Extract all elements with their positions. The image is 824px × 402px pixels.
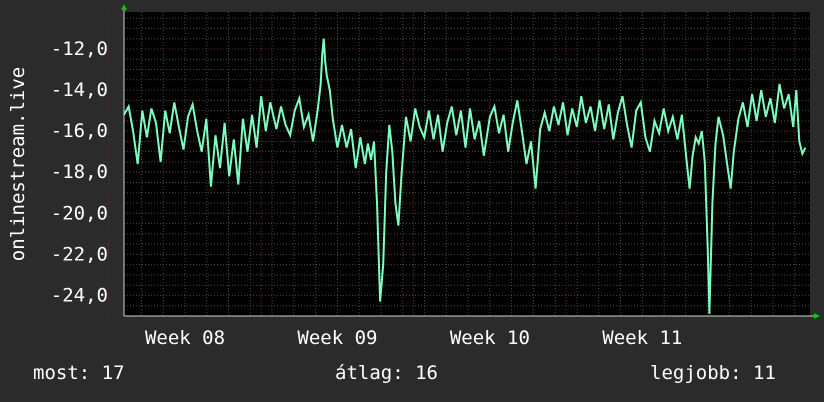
y-tick-label: -12,0 [51,38,108,60]
y-tick-label: -18,0 [51,161,108,183]
series-line [123,38,807,314]
y-axis-label: onlinestream.live [7,67,29,261]
y-tick-label: -22,0 [51,243,108,265]
axes [121,4,820,319]
y-tick-label: -16,0 [51,120,108,142]
y-tick-labels: -24,0 -22,0 -20,0 -18,0 -16,0 -14,0 -12,0 [51,38,108,306]
x-tick-label: Week 09 [297,327,377,349]
x-tick-label: Week 10 [450,327,530,349]
plot-area [124,12,810,316]
summary-best: legjobb: 11 [650,362,776,384]
summary-average: átlag: 16 [335,362,438,384]
x-tick-label: Week 08 [145,327,225,349]
y-tick-label: -20,0 [51,202,108,224]
y-tick-label: -14,0 [51,79,108,101]
x-tick-label: Week 11 [602,327,682,349]
y-axis-arrow [121,4,127,10]
x-axis-arrow [814,313,820,319]
y-tick-label: -24,0 [51,284,108,306]
x-tick-labels: Week 08 Week 09 Week 10 Week 11 [145,327,682,349]
summary-current: most: 17 [33,362,125,384]
summary-row: most: 17 átlag: 16 legjobb: 11 [0,362,824,390]
